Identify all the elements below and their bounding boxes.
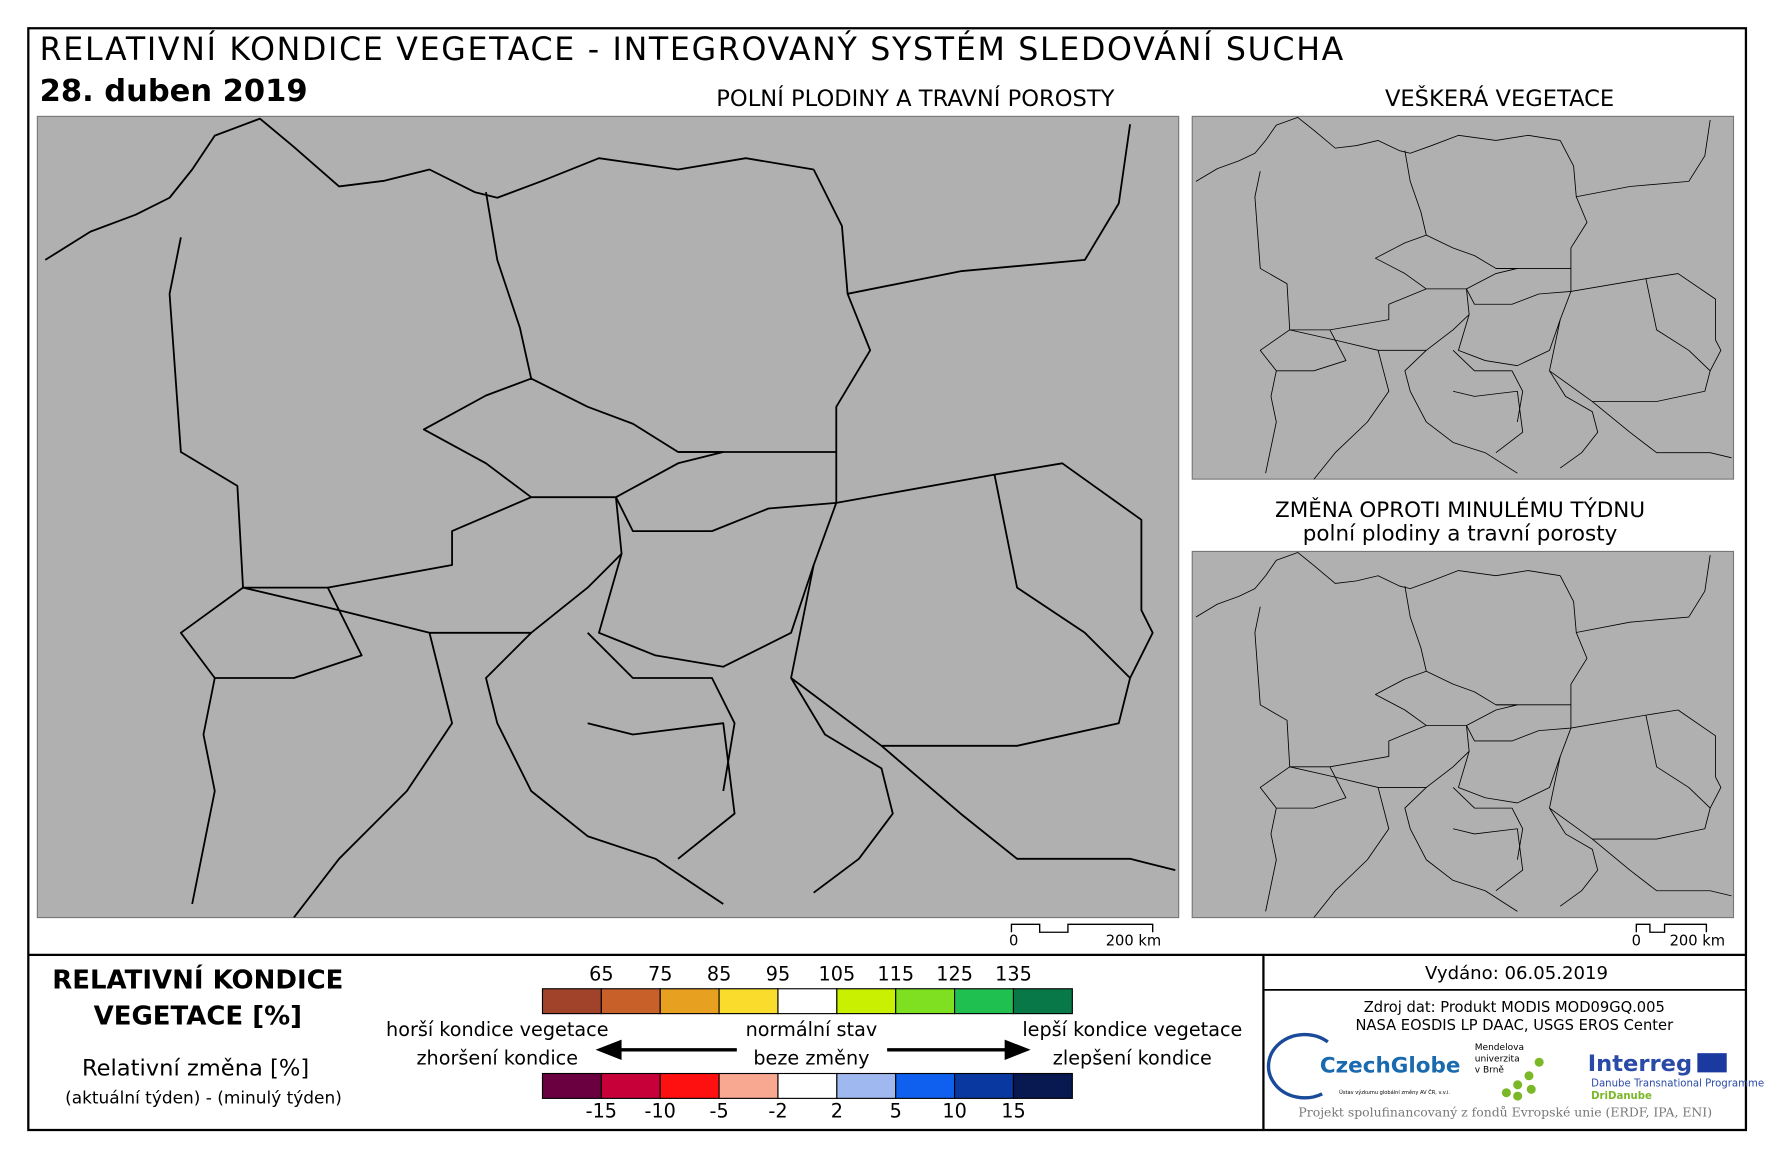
logo-note: Danube Transnational Programme	[1591, 1079, 1764, 1090]
legend-swatch	[895, 1072, 956, 1099]
source: NASA EOSDIS LP DAAC, USGS EROS Center	[1355, 1017, 1674, 1034]
change-title: Relativní změna [%]	[82, 1055, 309, 1081]
legend-tick-label: -2	[768, 1099, 787, 1122]
arrow-right	[887, 1039, 1031, 1060]
logo-text: Mendelova	[1475, 1043, 1524, 1053]
outer-frame	[27, 27, 1748, 1132]
side-map	[1191, 550, 1735, 919]
legend-swatch	[954, 988, 1015, 1015]
legend-swatch	[718, 988, 779, 1015]
legend-tick-label: -15	[586, 1099, 617, 1122]
legend-swatch	[777, 988, 838, 1015]
better-label: zlepšení kondice	[1053, 1046, 1212, 1069]
czechglobe-logo: CzechGlobe Ústav výzkumu globální změny …	[1266, 1032, 1460, 1100]
legend-swatch	[541, 1072, 602, 1099]
legend-tick-label: 95	[766, 963, 790, 986]
legend-swatch	[1012, 1072, 1073, 1099]
legend-tick-label: 10	[942, 1099, 966, 1122]
legend-swatch	[659, 1072, 720, 1099]
change-note: (aktuální týden) - (minulý týden)	[65, 1087, 342, 1107]
scale-start: 0	[1009, 932, 1018, 949]
mendel-logo: Mendelova univerzita v Brně	[1475, 1043, 1544, 1101]
source: Zdroj dat: Produkt MODIS MOD09GQ.005	[1364, 999, 1665, 1016]
legend-tick-label: 135	[995, 963, 1032, 986]
legend-tick-label: -10	[645, 1099, 676, 1122]
issued: Vydáno: 06.05.2019	[1425, 963, 1608, 984]
legend-tick-label: 65	[589, 963, 613, 986]
legend-swatch	[777, 1072, 838, 1099]
legend-tick-label: 115	[877, 963, 914, 986]
logo-note: DriDanube	[1591, 1091, 1652, 1102]
legend-tick-label: 125	[936, 963, 973, 986]
legend-tick-label: 2	[831, 1099, 843, 1122]
normal-label: normální stav	[746, 1018, 878, 1041]
legend-swatch	[954, 1072, 1015, 1099]
legend-swatch	[541, 988, 602, 1015]
normal-label: beze změny	[753, 1046, 869, 1069]
legend-tick-label: 15	[1001, 1099, 1025, 1122]
scale-end: 200 km	[1106, 932, 1162, 949]
legend-tick-label: 105	[819, 963, 856, 986]
map-label: ZMĚNA OPROTI MINULÉMU TÝDNU	[1275, 497, 1645, 523]
legend-swatch	[836, 988, 897, 1015]
scale-bar: 0 200 km	[1009, 923, 1162, 949]
better-label: lepší kondice vegetace	[1022, 1018, 1242, 1041]
interreg-logo: Interreg Danube Transnational Programme …	[1588, 1051, 1764, 1102]
legend-tick-label: 5	[890, 1099, 902, 1122]
arrow-left	[595, 1039, 737, 1060]
legend-tick-label: -5	[710, 1099, 729, 1122]
legend-tick-label: 75	[648, 963, 672, 986]
legend-tick-label: 85	[707, 963, 731, 986]
logo-note: Ústav výzkumu globální změny AV ČR, v.v.…	[1339, 1089, 1450, 1096]
worse-label: horší kondice vegetace	[386, 1018, 608, 1041]
map-label: POLNÍ PLODINY A TRAVNÍ POROSTY	[716, 84, 1114, 112]
legend-swatch	[600, 1072, 661, 1099]
main-map	[36, 115, 1180, 919]
title: RELATIVNÍ KONDICE VEGETACE - INTEGROVANÝ…	[40, 30, 1345, 68]
legend-swatch	[1012, 988, 1073, 1015]
legend-swatch	[895, 988, 956, 1015]
legend-swatch	[659, 988, 720, 1015]
legend-title: VEGETACE [%]	[94, 1002, 302, 1032]
scale-start: 0	[1632, 932, 1641, 949]
logo-text: Interreg	[1588, 1051, 1692, 1077]
footer: Projekt spolufinancovaný z fondů Evropsk…	[1298, 1105, 1712, 1120]
scale-end: 200 km	[1670, 932, 1726, 949]
legend-title: RELATIVNÍ KONDICE	[52, 963, 343, 995]
legend-swatch	[836, 1072, 897, 1099]
scale-bar: 0 200 km	[1632, 923, 1726, 949]
legend-swatch	[600, 988, 661, 1015]
logo-text: CzechGlobe	[1320, 1054, 1460, 1079]
date: 28. duben 2019	[40, 74, 308, 109]
legend-swatch	[718, 1072, 779, 1099]
map-label: VEŠKERÁ VEGETACE	[1385, 84, 1614, 112]
worse-label: zhoršení kondice	[416, 1046, 578, 1069]
side-map	[1191, 115, 1735, 480]
logo-text: univerzita	[1475, 1054, 1520, 1064]
map-sublabel: polní plodiny a travní porosty	[1303, 521, 1618, 546]
logo-text: v Brně	[1475, 1066, 1505, 1076]
